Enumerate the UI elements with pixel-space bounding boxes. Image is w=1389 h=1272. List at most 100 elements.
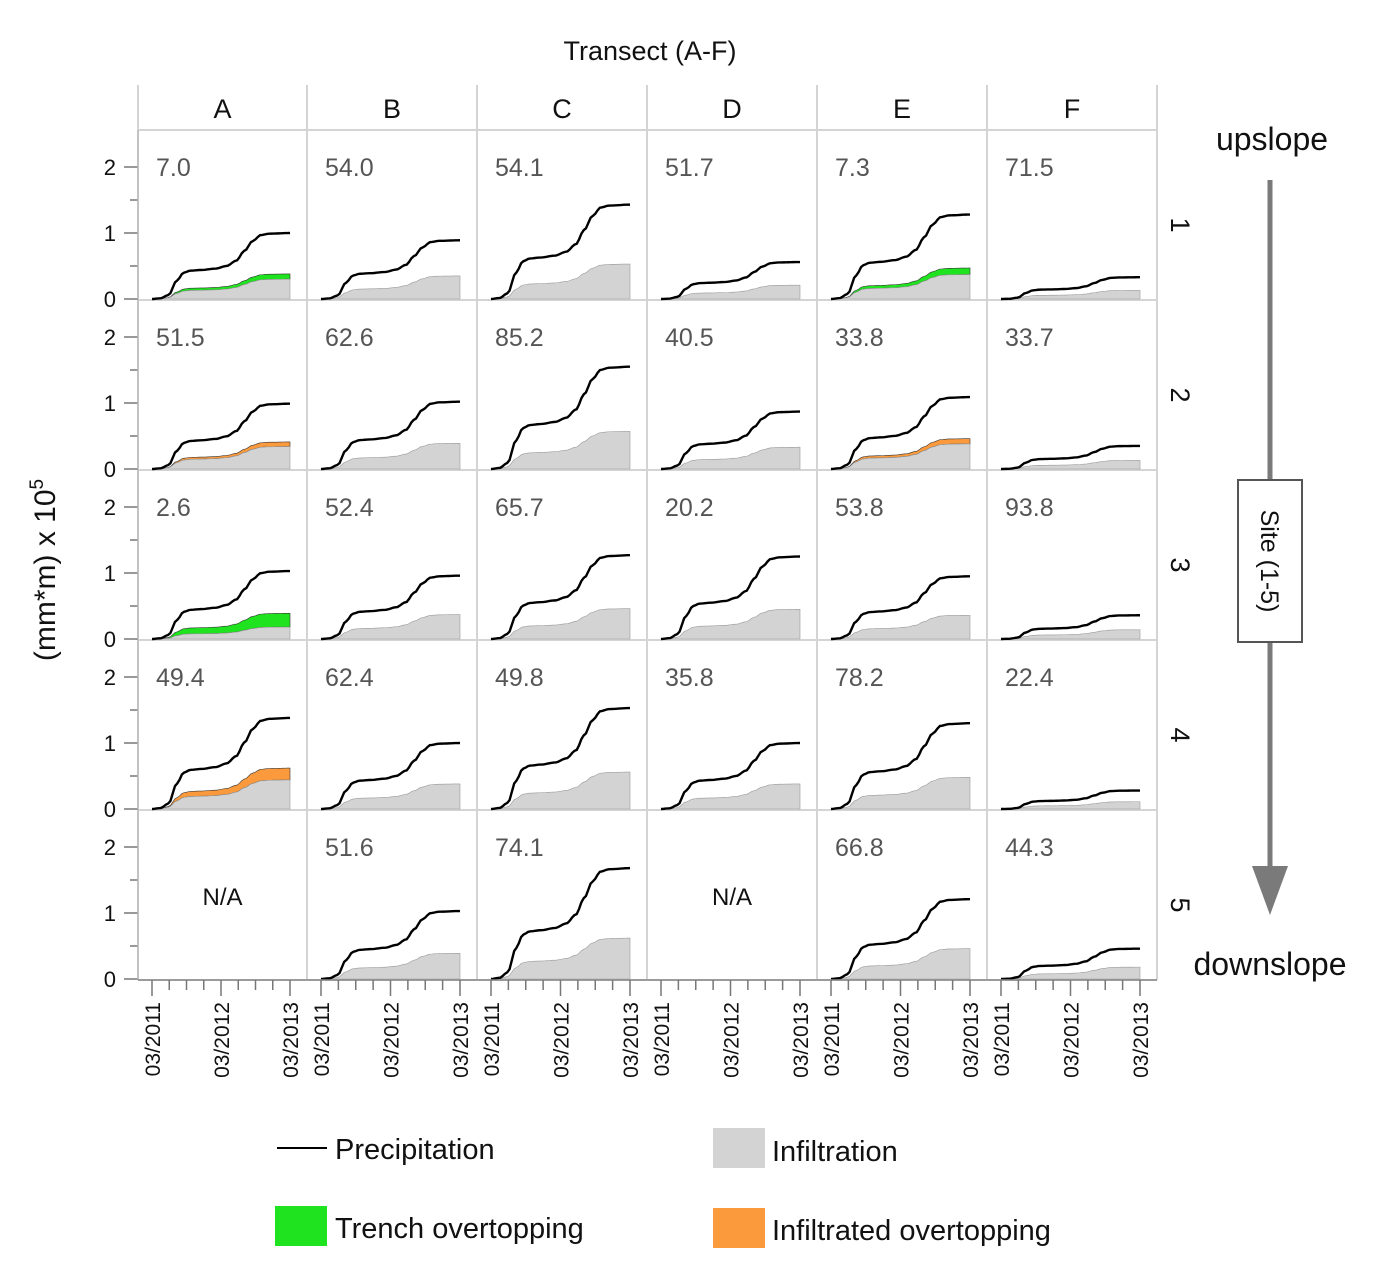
panel: N/A: [202, 884, 242, 911]
panel: 71.5: [1000, 154, 1141, 301]
row-label: 5: [1165, 897, 1195, 912]
svg-text:4: 4: [1165, 727, 1195, 742]
y-tick-label: 1: [104, 391, 116, 416]
panel-value: 22.4: [1005, 664, 1054, 692]
legend: Precipitation Infiltration Trench overto…: [275, 1128, 1051, 1248]
precipitation-line: [660, 741, 801, 811]
panel-value: 49.8: [495, 664, 544, 692]
precipitation-line: [1000, 947, 1141, 981]
precipitation-line: [830, 722, 971, 811]
precipitation-line: [320, 239, 461, 301]
legend-infiltration-swatch: [713, 1128, 765, 1168]
x-tick-label: 03/2011: [821, 1002, 844, 1076]
slope-arrow-head: [1252, 866, 1288, 915]
column-header: A: [213, 94, 231, 124]
panel-value: 54.1: [495, 154, 544, 182]
x-tick-label: 03/2013: [1130, 1002, 1153, 1078]
column-header: E: [893, 94, 911, 124]
infiltration-area: [151, 446, 291, 470]
column-header: F: [1064, 94, 1081, 124]
infiltration-area: [490, 771, 631, 810]
panel-value: 93.8: [1005, 494, 1054, 522]
x-tick-label: 03/2012: [551, 1002, 574, 1078]
y-tick-label: 0: [104, 287, 116, 312]
upslope-label: upslope: [1216, 121, 1328, 157]
panel: 22.4: [1000, 664, 1141, 811]
site-label: Site (1-5): [1255, 510, 1283, 613]
panel: N/A: [712, 884, 752, 911]
panel-value: 54.0: [325, 154, 374, 182]
infiltration-area: [320, 275, 461, 300]
infiltration-area: [151, 626, 291, 640]
y-tick-label: 1: [104, 221, 116, 246]
precipitation-line: [320, 574, 461, 641]
precipitation-line: [660, 410, 801, 471]
precipitation-line: [1000, 614, 1141, 641]
panel-value: 66.8: [835, 834, 884, 862]
panel: 2.6: [151, 494, 291, 641]
panel-value: 65.7: [495, 494, 544, 522]
x-tick-label: 03/2011: [142, 1002, 165, 1076]
infiltration-area: [1000, 801, 1141, 810]
svg-text:03/2011: 03/2011: [311, 1002, 334, 1076]
column-header: B: [383, 94, 401, 124]
legend-infiltrated-label: Infiltrated overtopping: [772, 1215, 1051, 1247]
panel-value: 62.6: [325, 324, 374, 352]
panel: 54.1: [490, 154, 631, 301]
precipitation-line: [490, 203, 631, 301]
x-tick-label: 03/2013: [960, 1002, 983, 1078]
panel-value: 40.5: [665, 324, 714, 352]
svg-text:03/2012: 03/2012: [891, 1002, 914, 1078]
infiltration-area: [660, 446, 801, 470]
panel-value: 71.5: [1005, 154, 1054, 182]
precipitation-line: [830, 395, 971, 471]
panel-value: 52.4: [325, 494, 374, 522]
svg-text:03/2011: 03/2011: [991, 1002, 1014, 1076]
panel: 49.4: [151, 664, 291, 811]
y-axis-title: (mm*m) x 105: [27, 479, 62, 661]
y-tick-label: 2: [104, 325, 116, 350]
y-tick-label: 0: [104, 797, 116, 822]
svg-text:03/2013: 03/2013: [450, 1002, 473, 1078]
infiltration-area: [830, 443, 971, 470]
y-axis-label-exponent: 5: [27, 479, 48, 490]
column-header: D: [722, 94, 742, 124]
panel-value: 78.2: [835, 664, 884, 692]
na-label: N/A: [712, 884, 752, 911]
x-tick-label: 03/2011: [311, 1002, 334, 1076]
y-tick-label: 1: [104, 731, 116, 756]
infiltration-area: [1000, 966, 1141, 980]
panel-value: 53.8: [835, 494, 884, 522]
x-tick-label: 03/2012: [211, 1002, 234, 1078]
panel: 51.5: [151, 324, 291, 471]
panel-value: 62.4: [325, 664, 374, 692]
panel: 74.1: [490, 834, 631, 981]
panel: 65.7: [490, 494, 631, 641]
y-tick-label: 1: [104, 901, 116, 926]
precipitation-line: [320, 909, 461, 981]
infiltration-area: [490, 937, 631, 980]
precipitation-line: [151, 569, 291, 641]
precipitation-line: [151, 402, 291, 471]
y-tick-label: 2: [104, 835, 116, 860]
y-tick-label: 1: [104, 561, 116, 586]
x-tick-label: 03/2012: [1061, 1002, 1084, 1078]
panel: 52.4: [320, 494, 461, 641]
svg-text:03/2013: 03/2013: [960, 1002, 983, 1078]
svg-text:03/2011: 03/2011: [651, 1002, 674, 1076]
svg-text:03/2013: 03/2013: [280, 1002, 303, 1078]
panel-value: 7.3: [835, 154, 870, 182]
panel: 33.8: [830, 324, 971, 471]
row-label: 4: [1165, 727, 1195, 742]
legend-trench-label: Trench overtopping: [335, 1213, 584, 1245]
panel: 51.7: [660, 154, 801, 301]
panel: 51.6: [320, 834, 461, 981]
svg-text:03/2013: 03/2013: [620, 1002, 643, 1078]
infiltration-area: [490, 608, 631, 640]
precipitation-line: [660, 260, 801, 301]
x-tick-label: 03/2013: [450, 1002, 473, 1078]
infiltration-area: [320, 952, 461, 980]
panel-value: 51.7: [665, 154, 714, 182]
svg-text:3: 3: [1165, 557, 1195, 572]
